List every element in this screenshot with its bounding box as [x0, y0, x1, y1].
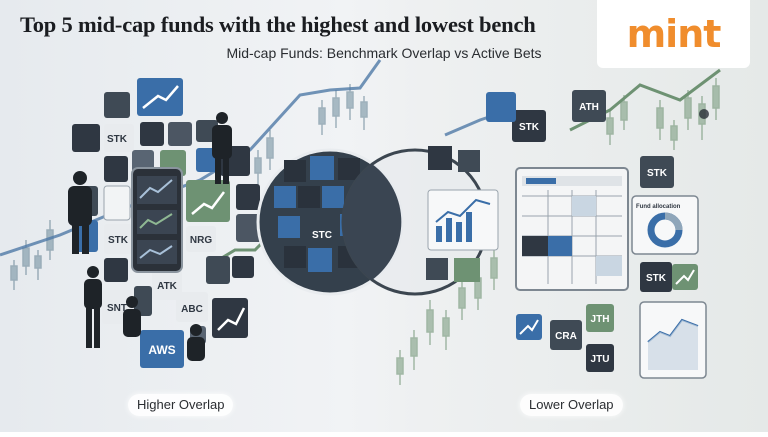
left-tile-label-5: ATK: [157, 281, 178, 292]
right-tile-label-2: STK: [519, 122, 540, 133]
brand-logo: mint: [597, 0, 750, 68]
right-tile-label-3: STK: [647, 168, 668, 179]
left-tile-label-7: AWS: [148, 343, 175, 357]
right-tile-label-1: ATH: [579, 102, 599, 113]
page-title: Top 5 mid-cap funds with the highest and…: [20, 12, 536, 37]
fund-allocation-label: Fund allocation: [636, 204, 681, 210]
lower-overlap-label: Lower Overlap: [520, 394, 623, 416]
right-tile-label-5: CRA: [555, 331, 577, 342]
left-tile-label-3: NRG: [190, 235, 212, 246]
right-person-silhouette: [699, 109, 709, 119]
right-tile-label-6: JTH: [591, 314, 610, 325]
right-tile-cluster: [486, 90, 707, 379]
logo-wordmark: mint: [626, 12, 722, 56]
center-tile-label: STC: [312, 230, 332, 241]
higher-overlap-label: Higher Overlap: [128, 394, 234, 416]
left-tile-cluster: [72, 78, 262, 368]
left-tile-label-2: STK: [108, 235, 129, 246]
right-tile-label-4: STK: [646, 273, 667, 284]
left-tile-label-4: SNT: [107, 303, 127, 314]
page-subtitle: Mid-cap Funds: Benchmark Overlap vs Acti…: [226, 45, 542, 61]
left-tile-label-6: ABC: [181, 304, 203, 315]
left-people-silhouettes: [68, 112, 232, 361]
venn-diagram: [256, 146, 499, 296]
left-tile-label-1: STK: [107, 134, 128, 145]
right-tile-label-7: JTU: [591, 354, 610, 365]
